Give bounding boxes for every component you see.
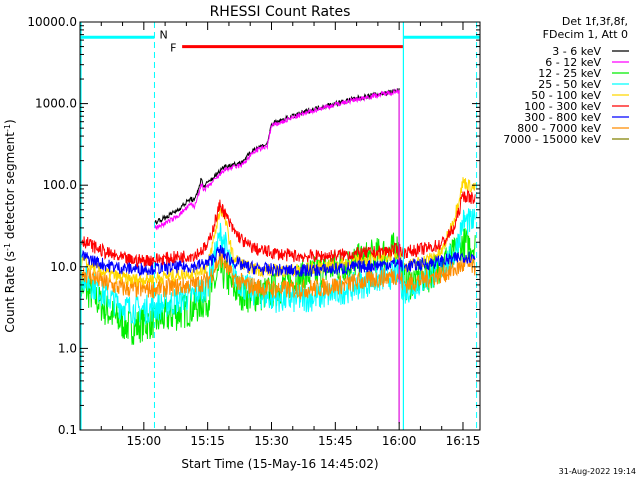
y-axis-label-main: Count Rate (s bbox=[3, 251, 17, 333]
series-line bbox=[154, 87, 400, 424]
legend-header-line-1: Det 1f,3f,8f, bbox=[562, 15, 628, 28]
x-axis-label: Start Time (15-May-16 14:45:02) bbox=[181, 457, 378, 471]
series-line bbox=[154, 87, 400, 424]
x-tick-label: 15:00 bbox=[127, 434, 162, 448]
series-line bbox=[79, 189, 476, 269]
y-axis-label-end: ) bbox=[3, 119, 17, 124]
y-axis-label-mid: detector segment bbox=[3, 132, 17, 243]
y-tick-label: 1.0 bbox=[58, 341, 77, 355]
x-tick-label: 16:00 bbox=[382, 434, 417, 448]
series-line bbox=[79, 208, 476, 326]
legend: Det 1f,3f,8f, FDecim 1, Att 0 3 - 6 keV6… bbox=[503, 15, 629, 146]
x-tick-label: 15:45 bbox=[318, 434, 353, 448]
x-tick-label: 15:15 bbox=[190, 434, 225, 448]
legend-label: 25 - 50 keV bbox=[538, 78, 601, 91]
y-tick-label: 10.0 bbox=[50, 260, 77, 274]
y-axis-label-sup1: -1 bbox=[3, 243, 12, 251]
legend-label: 50 - 100 keV bbox=[531, 89, 601, 102]
plot-frame bbox=[79, 21, 481, 431]
series-line bbox=[79, 251, 476, 301]
legend-label: 800 - 7000 keV bbox=[517, 122, 601, 135]
y-tick-label: 100.0 bbox=[43, 178, 77, 192]
flare-label: F bbox=[170, 42, 176, 55]
legend-label: 12 - 25 keV bbox=[538, 67, 601, 80]
legend-label: 3 - 6 keV bbox=[552, 45, 601, 58]
series-line bbox=[79, 228, 476, 345]
legend-label: 300 - 800 keV bbox=[524, 111, 601, 124]
x-tick-label: 16:15 bbox=[446, 434, 481, 448]
legend-label: 6 - 12 keV bbox=[545, 56, 601, 69]
axis-ticks: 0.1 1.0 10.0 100.0 1000.0 10000.0 15:00 15:15 15… bbox=[27, 15, 480, 448]
y-axis-label-sup2: -1 bbox=[3, 124, 12, 132]
series-lines bbox=[79, 87, 476, 424]
night-label: N bbox=[159, 28, 167, 41]
y-tick-label: 10000.0 bbox=[27, 15, 77, 29]
x-tick-label: 15:30 bbox=[254, 434, 289, 448]
legend-label: 100 - 300 keV bbox=[524, 100, 601, 113]
generation-timestamp: 31-Aug-2022 19:14 bbox=[559, 467, 636, 476]
chart-title: RHESSI Count Rates bbox=[210, 4, 351, 20]
annotations: NF bbox=[80, 22, 480, 430]
y-tick-label: 1000.0 bbox=[35, 97, 77, 111]
y-tick-label: 0.1 bbox=[58, 423, 77, 437]
legend-header-line-2: FDecim 1, Att 0 bbox=[543, 28, 628, 41]
legend-label: 7000 - 15000 keV bbox=[503, 133, 601, 146]
y-axis-label: Count Rate (s-1 detector segment-1) bbox=[3, 119, 17, 332]
